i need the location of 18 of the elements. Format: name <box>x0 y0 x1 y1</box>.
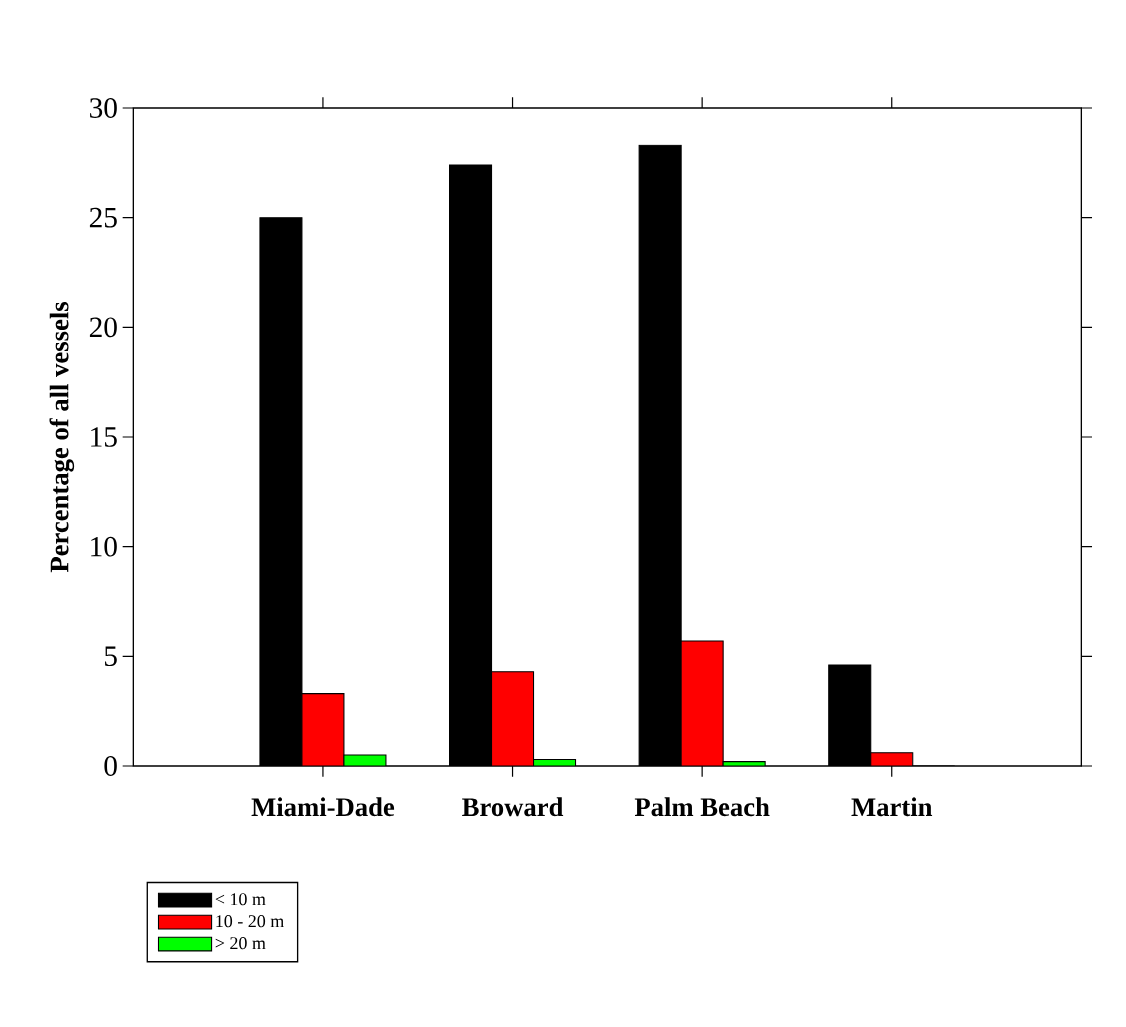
y-axis-title: Percentage of all vessels <box>49 302 75 573</box>
x-tick-label: Martin <box>851 797 933 817</box>
y-tick-label: 0 <box>104 756 117 776</box>
legend-label: < 10 m <box>215 893 266 906</box>
bar <box>301 693 344 766</box>
x-tick-label: Broward <box>462 797 564 817</box>
legend-label: > 20 m <box>215 937 266 950</box>
y-tick-label: 30 <box>90 98 117 118</box>
y-tick-label: 25 <box>89 207 117 228</box>
y-tick-label: 10 <box>91 536 117 557</box>
y-tick-label: 20 <box>89 317 117 338</box>
x-tick-label: Palm Beach <box>634 797 770 817</box>
bar <box>681 640 724 766</box>
y-tick-label: 15 <box>91 427 117 447</box>
legend-label: 10 - 20 m <box>216 915 285 928</box>
bar <box>491 671 534 766</box>
x-tick-label: Miami-Dade <box>251 797 395 817</box>
y-tick-label: 5 <box>105 646 117 667</box>
